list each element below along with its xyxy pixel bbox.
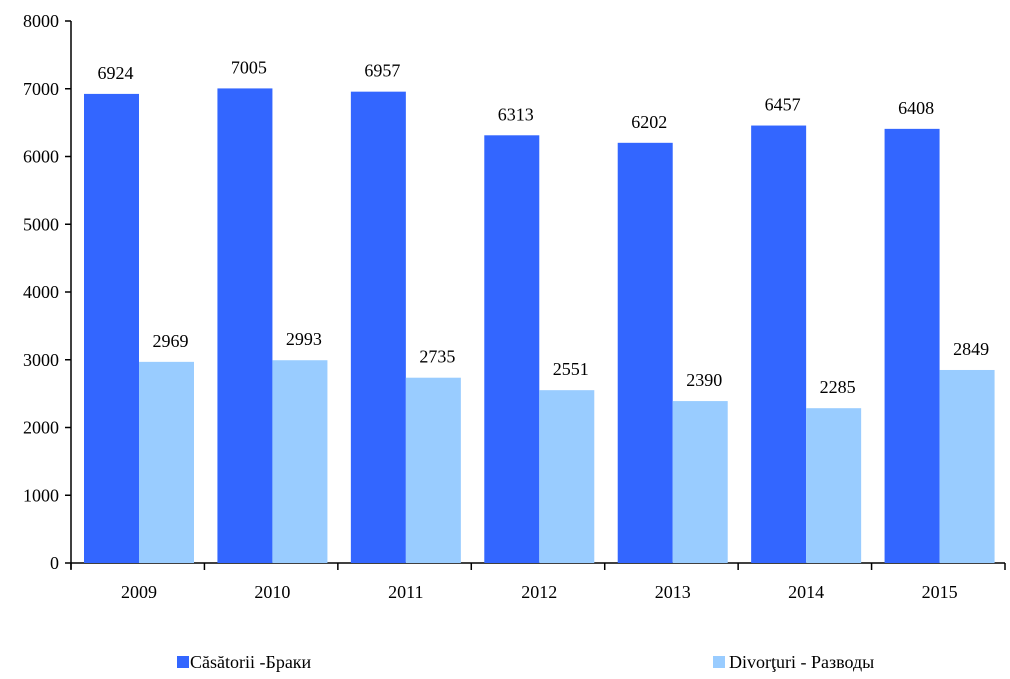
data-label: 6457 (765, 95, 801, 115)
y-tick-label: 3000 (23, 350, 59, 370)
legend: Căsătorii -Браки Divorţuri - Разводы (177, 652, 874, 672)
data-label: 2285 (820, 377, 856, 397)
y-tick-label: 6000 (23, 147, 59, 167)
data-label: 2551 (553, 359, 589, 379)
bar-divorces-2011 (405, 377, 461, 563)
legend-swatch (713, 656, 725, 668)
bar-divorces-2015 (939, 369, 995, 563)
x-tick-label: 2009 (121, 582, 157, 602)
bar-divorces-2014 (806, 408, 862, 563)
data-label: 6202 (631, 112, 667, 132)
data-label: 6957 (364, 61, 400, 81)
data-label: 2969 (153, 331, 189, 351)
bar-marriages-2014 (751, 125, 807, 563)
data-label: 2993 (286, 329, 322, 349)
data-label: 2849 (953, 339, 989, 359)
bar-divorces-2012 (539, 390, 595, 563)
y-tick-label: 7000 (23, 79, 59, 99)
data-label: 7005 (231, 57, 267, 77)
bar-marriages-2009 (84, 93, 139, 564)
bar-divorces-2013 (672, 401, 728, 563)
bar-marriages-2011 (350, 91, 406, 563)
y-tick-label: 8000 (23, 11, 59, 31)
legend-swatch (177, 656, 189, 668)
y-tick-label: 1000 (23, 485, 59, 505)
bars (84, 88, 995, 564)
x-tick-label: 2015 (922, 582, 958, 602)
legend-label: Divorţuri - Разводы (729, 652, 874, 672)
x-tick-label: 2013 (655, 582, 691, 602)
y-tick-label: 2000 (23, 418, 59, 438)
x-tick-label: 2011 (388, 582, 423, 602)
bar-marriages-2013 (617, 142, 673, 563)
data-label: 6408 (898, 98, 934, 118)
bar-marriages-2015 (884, 128, 940, 563)
x-tick-label: 2012 (521, 582, 557, 602)
data-label: 2735 (419, 347, 455, 367)
data-label: 6313 (498, 104, 534, 124)
bar-marriages-2012 (484, 135, 540, 563)
y-tick-label: 4000 (23, 282, 59, 302)
y-tick-label: 0 (50, 553, 59, 573)
x-tick-label: 2010 (254, 582, 290, 602)
data-label: 2390 (686, 370, 722, 390)
y-tick-label: 5000 (23, 214, 59, 234)
bar-divorces-2009 (139, 361, 194, 563)
x-axis: 2009 2010 2011 2012 2013 2014 2015 (70, 562, 1006, 602)
data-label: 6924 (98, 63, 134, 83)
y-axis: 0 1000 2000 3000 4000 5000 6000 7000 8000 (23, 11, 72, 573)
bar-divorces-2010 (272, 360, 328, 563)
x-tick-label: 2014 (788, 582, 824, 602)
legend-label: Căsătorii -Браки (190, 652, 312, 672)
data-labels: 6924 7005 6957 6313 6202 6457 6408 2969 2993 2735… (98, 57, 990, 397)
bar-marriages-2010 (217, 88, 273, 563)
